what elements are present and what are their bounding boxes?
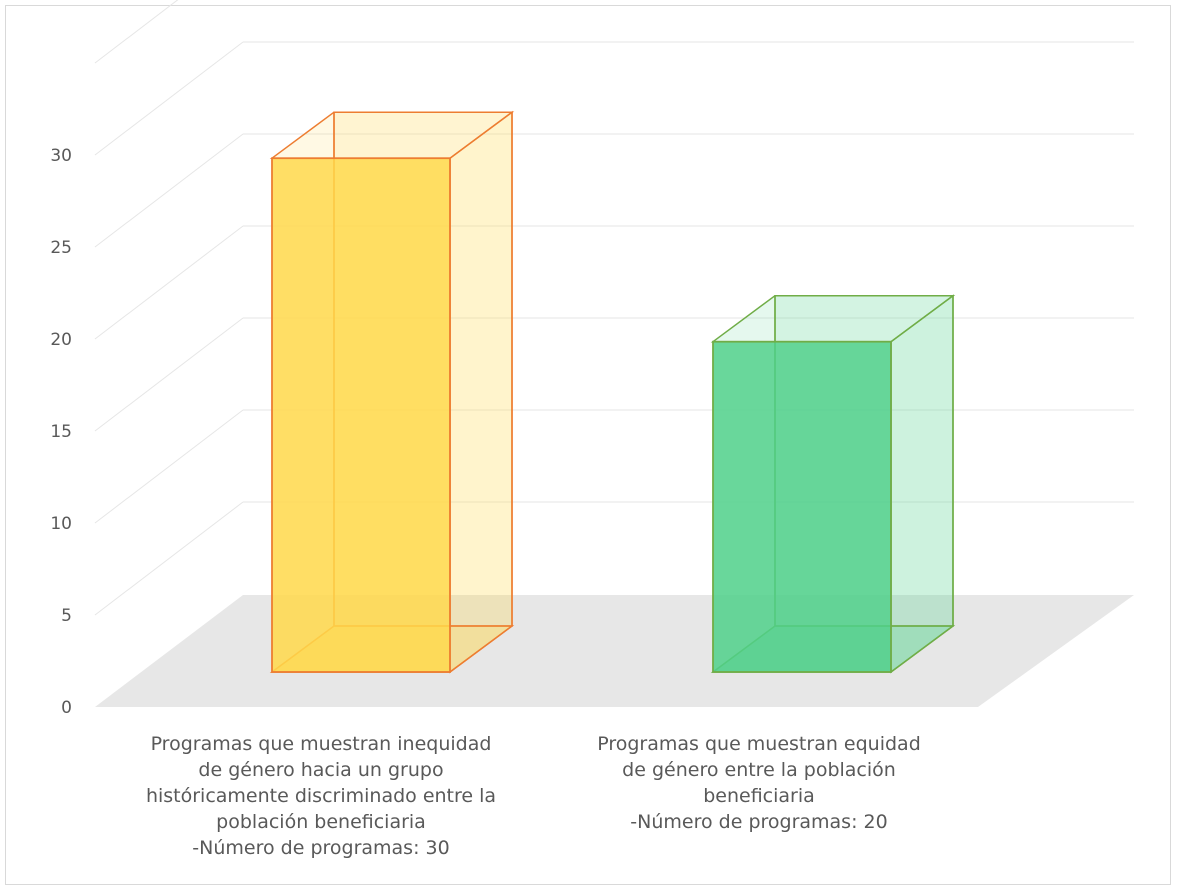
gridline-side-5 [94,133,244,248]
category-label-1-line-1: Programas que muestran inequidad [150,733,492,755]
y-tick-label-15: 15 [50,422,72,442]
bar-2 [710,294,956,674]
category-label-2-line-4: -Número de programas: 20 [630,811,888,833]
gridline-side-1 [94,501,244,616]
bar-2-front [712,340,892,673]
category-label-1-line-4: población beneficiaria [216,811,426,833]
chart-floor [95,595,1134,707]
bar-1-front [271,157,451,673]
category-label-2: Programas que muestran equidad de género… [549,731,969,835]
y-tick-label-5: 5 [61,606,72,626]
category-label-2-line-3: beneficiaria [703,785,815,807]
bars [269,110,956,674]
gridline-side-7 [94,0,179,64]
category-label-1-line-5: -Número de programas: 30 [192,837,450,859]
y-tick-label-25: 25 [50,238,72,258]
category-label-1-line-2: de género hacia un grupo [198,759,444,781]
gridline-side-6 [94,41,244,156]
bar-1-side [449,110,513,674]
y-tick-label-10: 10 [50,514,72,534]
y-tick-label-0: 0 [61,698,72,718]
y-axis-ticks: 0 5 10 15 20 25 30 [50,146,72,718]
category-label-1: Programas que muestran inequidad de géne… [111,731,531,861]
floor-plane [95,595,1134,707]
y-tick-label-20: 20 [50,330,72,350]
category-label-2-line-1: Programas que muestran equidad [597,733,921,755]
bar-1 [269,110,515,674]
chart-walls [94,0,1134,616]
gridline-side-2 [94,409,244,524]
category-label-2-line-2: de género entre la población [622,759,896,781]
y-tick-label-30: 30 [50,146,72,166]
chart-frame [5,5,1171,885]
category-label-1-line-3: históricamente discriminado entre la [145,785,497,807]
bar-2-side [890,294,954,674]
gridline-side-4 [94,225,244,340]
gridline-side-3 [94,317,244,432]
